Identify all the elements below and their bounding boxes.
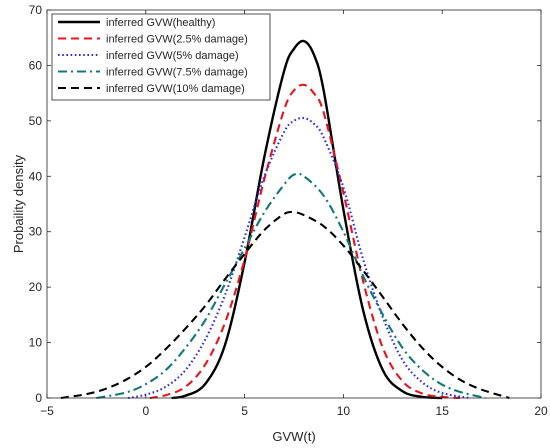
y-tick-label: 60 xyxy=(29,58,43,72)
x-axis-label: GVW(t) xyxy=(272,429,315,444)
y-axis-label: Probaility density xyxy=(11,154,26,253)
y-tick-label: 10 xyxy=(29,336,43,350)
legend-label-4: inferred GVW(7.5% damage) xyxy=(106,67,248,79)
legend-label-1: inferred GVW(healthy) xyxy=(106,17,215,29)
series-line-1 xyxy=(171,39,443,400)
x-tick-label: 5 xyxy=(241,404,248,418)
series-line-5 xyxy=(60,210,510,400)
legend-label-2: inferred GVW(2.5% damage) xyxy=(106,34,248,46)
x-tick-label: 10 xyxy=(337,404,351,418)
x-tick-label: −5 xyxy=(40,404,54,418)
x-tick-label: 15 xyxy=(436,404,450,418)
legend: inferred GVW(healthy) inferred GVW(2.5% d… xyxy=(51,13,271,101)
axes-box xyxy=(46,9,542,399)
x-tick-label: 20 xyxy=(534,404,548,418)
legend-box xyxy=(51,13,271,101)
y-axis-ticks: 0 10 20 30 40 50 60 70 xyxy=(29,3,541,405)
y-tick-label: 20 xyxy=(29,280,43,294)
series-line-4 xyxy=(96,172,486,400)
legend-label-5: inferred GVW(10% damage) xyxy=(106,83,245,95)
y-tick-label: 40 xyxy=(29,169,43,183)
y-tick-label: 0 xyxy=(35,391,42,405)
series-line-2 xyxy=(149,83,461,400)
y-tick-label: 70 xyxy=(29,3,43,17)
x-tick-label: 0 xyxy=(142,404,149,418)
x-axis-ticks: −5 0 5 10 15 20 xyxy=(40,10,548,418)
series-line-3 xyxy=(127,116,471,400)
legend-label-3: inferred GVW(5% damage) xyxy=(106,50,239,62)
series-layer xyxy=(60,39,510,400)
y-tick-label: 50 xyxy=(29,114,43,128)
y-tick-label: 30 xyxy=(29,225,43,239)
